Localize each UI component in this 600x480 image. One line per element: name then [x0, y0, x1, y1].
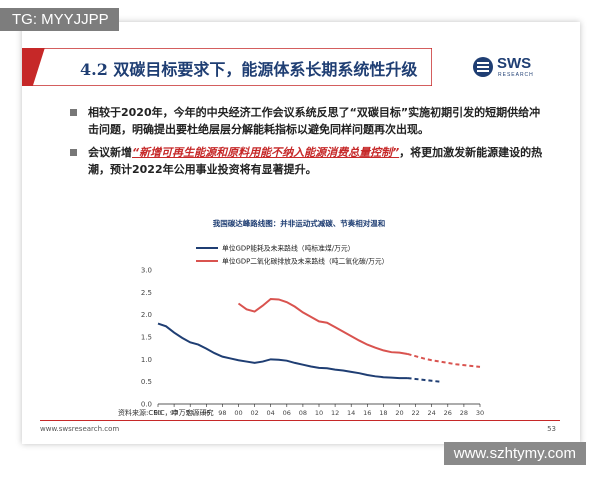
- x-tick-label: 22: [411, 409, 419, 417]
- x-tick-label: 20: [395, 409, 403, 417]
- x-tick-label: 02: [250, 409, 258, 417]
- legend-label: 单位GDP二氧化碳排放及未来路线（吨二氧化碳/万元）: [222, 257, 388, 266]
- y-tick-label: 3.0: [141, 267, 152, 275]
- bullet-highlight: “新增可再生能源和原料用能不纳入能源消费总量控制”: [132, 146, 400, 159]
- y-tick-label: 2.5: [141, 289, 152, 297]
- x-tick-label: 94: [186, 409, 194, 417]
- sws-logo: SWS RESEARCH: [472, 52, 542, 82]
- bullet-text-pre: 会议新增: [88, 146, 132, 159]
- bullet-list: 相较于2020年，今年的中央经济工作会议系统反思了“双碳目标”实施初期引发的短期…: [70, 104, 550, 184]
- x-tick-label: 16: [363, 409, 371, 417]
- legend-label: 单位GDP能耗及未来路线（吨标准煤/万元）: [222, 244, 354, 253]
- bullet-item: 相较于2020年，今年的中央经济工作会议系统反思了“双碳目标”实施初期引发的短期…: [70, 104, 550, 138]
- overlay-watermark: www.szhtymy.com: [443, 442, 586, 465]
- x-tick-label: 96: [202, 409, 210, 417]
- series-line-actual: [157, 322, 408, 380]
- sws-logo-mark: [473, 57, 493, 77]
- x-tick-label: 10: [315, 409, 323, 417]
- footer-divider: [40, 420, 560, 421]
- title-banner: [22, 48, 432, 86]
- y-tick-label: 1.0: [141, 356, 152, 364]
- x-tick-label: 90: [154, 409, 162, 417]
- x-tick-label: 04: [267, 409, 275, 417]
- x-tick-label: 08: [299, 409, 307, 417]
- x-tick-label: 06: [283, 409, 291, 417]
- chart-title: 我国碳达峰路线图：并非运动式减碳、节奏相对温和: [213, 218, 386, 228]
- y-tick-label: 1.5: [141, 334, 152, 342]
- banner-frame: [31, 48, 432, 86]
- slide-title: 4.2 双碳目标要求下，能源体系长期系统性升级: [80, 60, 418, 79]
- logo-name: SWS: [497, 55, 532, 72]
- x-tick-label: 12: [331, 409, 339, 417]
- x-tick-label: 28: [460, 409, 468, 417]
- series-line-actual: [237, 298, 408, 355]
- overlay-tag: TG: MYYJJPP: [0, 8, 119, 31]
- x-tick-label: 98: [218, 409, 226, 417]
- x-tick-label: 30: [476, 409, 484, 417]
- x-tick-label: 00: [234, 409, 242, 417]
- slide: 4.2 双碳目标要求下，能源体系长期系统性升级 SWS RESEARCH 相较于…: [22, 22, 580, 444]
- x-tick-label: 92: [170, 409, 178, 417]
- bullet-text: 相较于2020年，今年的中央经济工作会议系统反思了“双碳目标”实施初期引发的短期…: [88, 106, 541, 136]
- y-tick-label: 0.5: [141, 378, 152, 386]
- x-tick-label: 24: [428, 409, 436, 417]
- series-line-projected: [407, 377, 440, 383]
- chart-source: 资料来源:CEIC，申万宏源研究: [118, 409, 214, 417]
- carbon-roadmap-chart: 我国碳达峰路线图：并非运动式减碳、节奏相对温和 0.0 0.5 1.0 1.5 2.0 2.…: [141, 218, 484, 417]
- page-number: 53: [547, 425, 556, 433]
- x-tick-label: 14: [347, 409, 355, 417]
- x-tick-label: 26: [444, 409, 452, 417]
- y-tick-label: 2.0: [141, 311, 152, 319]
- footer-url: www.swsresearch.com: [40, 425, 120, 433]
- logo-subtitle: RESEARCH: [498, 72, 534, 78]
- bullet-text-post: ，将更加激发新能源建设的热潮，预计2022年公用事业投资将有显著提升。: [88, 146, 543, 176]
- series-line-projected: [407, 353, 481, 368]
- y-tick-label: 0.0: [141, 401, 152, 409]
- x-tick-label: 18: [379, 409, 387, 417]
- bullet-item: 会议新增“新增可再生能源和原料用能不纳入能源消费总量控制”，将更加激发新能源建设…: [70, 144, 550, 178]
